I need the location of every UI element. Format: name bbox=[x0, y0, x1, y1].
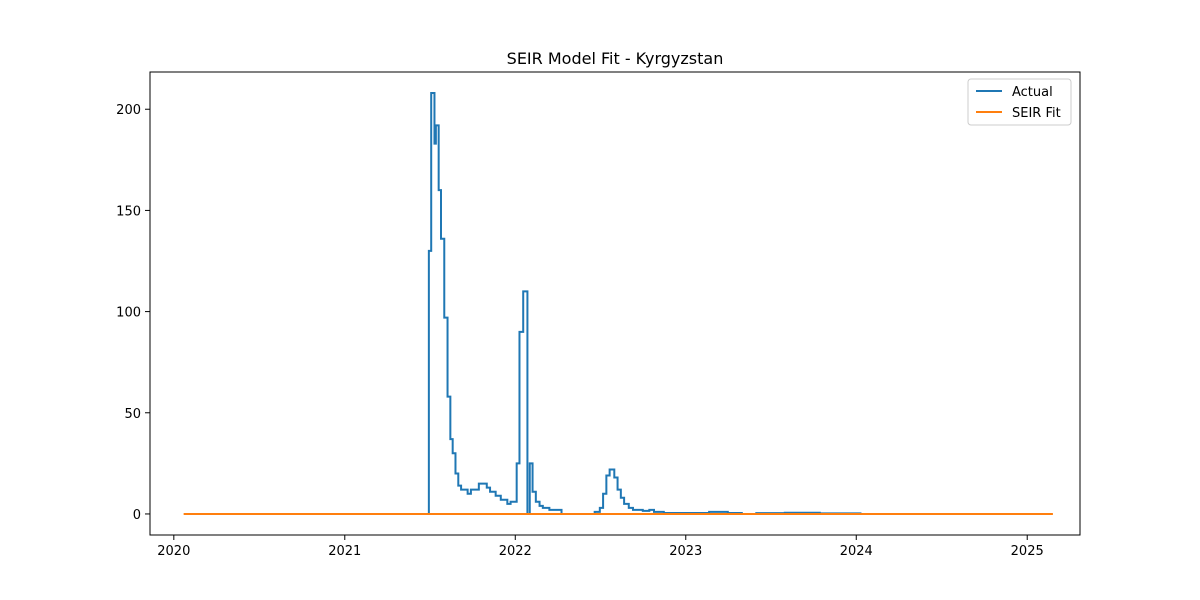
y-tick-label: 100 bbox=[116, 306, 141, 321]
plot-frame bbox=[149, 71, 1081, 536]
y-tick-label: 150 bbox=[116, 204, 141, 219]
legend-label: Actual bbox=[1012, 85, 1053, 100]
plot-area bbox=[149, 71, 1081, 536]
x-tick-label: 2025 bbox=[1011, 544, 1044, 559]
y-axis: 0 50 100 150 200 bbox=[116, 103, 150, 523]
y-tick-label: 200 bbox=[116, 103, 141, 118]
x-tick-label: 2022 bbox=[499, 544, 532, 559]
y-tick-label: 50 bbox=[124, 407, 141, 422]
y-tick-label: 0 bbox=[133, 508, 141, 523]
series-group bbox=[183, 92, 1053, 515]
legend-label: SEIR Fit bbox=[1012, 106, 1061, 121]
series-line-actual bbox=[427, 92, 868, 515]
legend: Actual SEIR Fit bbox=[967, 78, 1072, 126]
x-tick-label: 2020 bbox=[157, 544, 190, 559]
x-tick-label: 2023 bbox=[669, 544, 702, 559]
x-tick-label: 2021 bbox=[328, 544, 361, 559]
x-tick-label: 2024 bbox=[840, 544, 873, 559]
x-axis: 2020 2021 2022 2023 2024 2025 bbox=[157, 535, 1044, 559]
chart-title: SEIR Model Fit - Kyrgyzstan bbox=[507, 49, 724, 68]
